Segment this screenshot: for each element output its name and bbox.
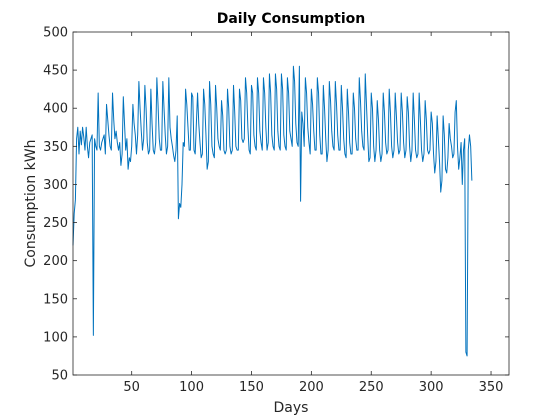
y-axis: 50 100 150 200 250 300 350 400 450 500 [43, 26, 509, 384]
y-tick-label: 300 [43, 178, 68, 193]
y-tick-label: 400 [43, 102, 68, 117]
y-tick-label: 50 [51, 369, 68, 384]
y-tick-label: 350 [43, 140, 68, 155]
y-tick-label: 250 [43, 216, 68, 231]
x-tick-label: 50 [123, 380, 140, 395]
series-line-daily-consumption [72, 65, 473, 357]
chart-title: Daily Consumption [217, 11, 366, 27]
x-axis-label: Days [274, 400, 309, 416]
y-tick-label: 500 [43, 26, 68, 41]
x-tick-label: 250 [359, 380, 384, 395]
y-tick-label: 450 [43, 64, 68, 79]
y-axis-label: Consumption kWh [23, 140, 39, 268]
y-tick-label: 150 [43, 292, 68, 307]
x-tick-label: 150 [239, 380, 264, 395]
plot-frame [72, 31, 510, 376]
x-tick-label: 100 [179, 380, 204, 395]
x-tick-label: 350 [479, 380, 504, 395]
x-tick-label: 300 [419, 380, 444, 395]
plot-background [73, 32, 509, 375]
x-axis: 50 100 150 200 250 300 350 [123, 32, 503, 395]
y-tick-label: 200 [43, 254, 68, 269]
y-tick-label: 100 [43, 330, 68, 345]
x-tick-label: 200 [299, 380, 324, 395]
